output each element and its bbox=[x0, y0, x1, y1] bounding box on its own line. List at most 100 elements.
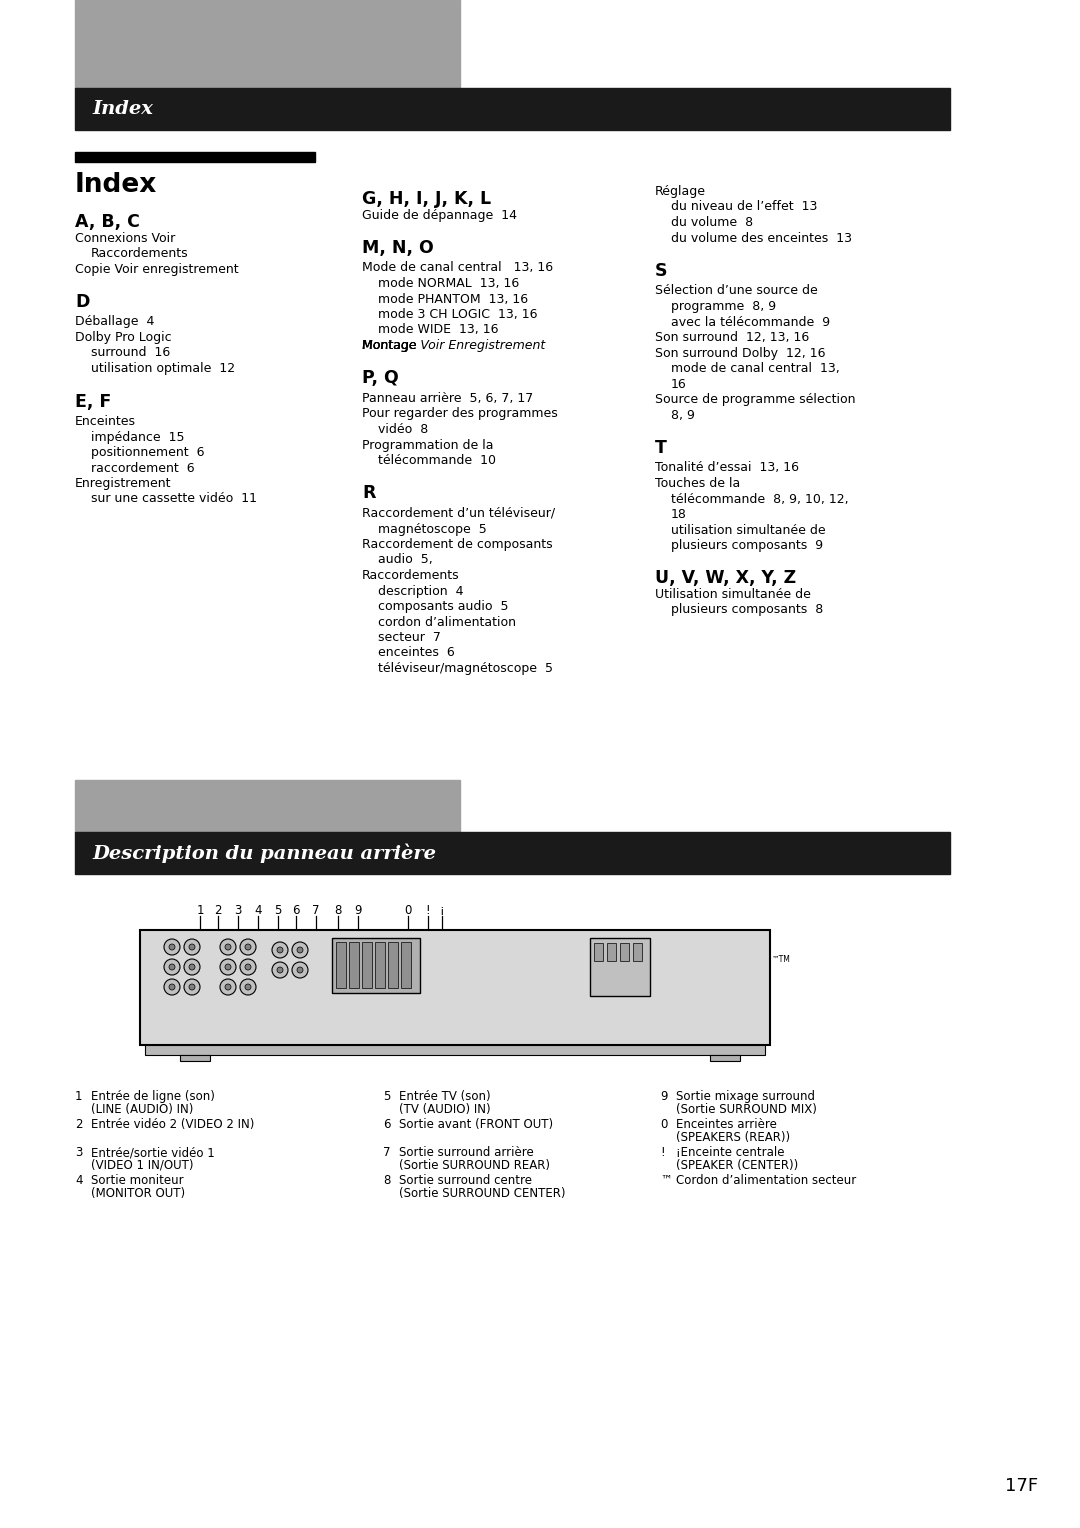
Text: 8: 8 bbox=[383, 1174, 390, 1187]
Text: 8, 9: 8, 9 bbox=[671, 408, 694, 422]
Circle shape bbox=[276, 947, 283, 953]
Text: composants audio  5: composants audio 5 bbox=[378, 601, 509, 613]
Text: plusieurs composants  8: plusieurs composants 8 bbox=[671, 604, 823, 616]
Text: 5: 5 bbox=[383, 1089, 390, 1103]
Text: Entrée TV (son): Entrée TV (son) bbox=[399, 1089, 490, 1103]
Text: Touches de la: Touches de la bbox=[654, 477, 740, 490]
Text: Tonalité d’essai  13, 16: Tonalité d’essai 13, 16 bbox=[654, 461, 799, 475]
Bar bbox=[140, 931, 770, 1045]
Text: Sortie avant (FRONT OUT): Sortie avant (FRONT OUT) bbox=[399, 1118, 553, 1131]
Circle shape bbox=[225, 984, 231, 990]
Text: (Sortie SURROUND MIX): (Sortie SURROUND MIX) bbox=[676, 1103, 816, 1115]
Text: Mode de canal central   13, 16: Mode de canal central 13, 16 bbox=[362, 261, 553, 275]
Text: raccordement  6: raccordement 6 bbox=[91, 461, 194, 475]
Bar bbox=[590, 938, 650, 996]
Text: ¡: ¡ bbox=[440, 905, 444, 917]
Text: Sortie mixage surround: Sortie mixage surround bbox=[676, 1089, 815, 1103]
Text: Raccordement d’un téléviseur/: Raccordement d’un téléviseur/ bbox=[362, 507, 555, 520]
Text: téléviseur/magnétoscope  5: téléviseur/magnétoscope 5 bbox=[378, 662, 553, 675]
Text: E, F: E, F bbox=[75, 393, 111, 411]
Circle shape bbox=[189, 944, 195, 950]
Text: Description du panneau arrière: Description du panneau arrière bbox=[92, 843, 436, 863]
Text: 9: 9 bbox=[354, 905, 362, 917]
Circle shape bbox=[220, 960, 237, 975]
Text: vidéo  8: vidéo 8 bbox=[378, 423, 429, 435]
Bar bbox=[75, 833, 950, 874]
Text: 1: 1 bbox=[197, 905, 204, 917]
Text: Copie Voir enregistrement: Copie Voir enregistrement bbox=[75, 263, 239, 275]
Text: Entrée/sortie vidéo 1: Entrée/sortie vidéo 1 bbox=[91, 1146, 215, 1160]
Text: audio  5,: audio 5, bbox=[378, 553, 433, 567]
Text: 2: 2 bbox=[214, 905, 221, 917]
Text: (Sortie SURROUND CENTER): (Sortie SURROUND CENTER) bbox=[399, 1187, 566, 1199]
Text: Montage Voir Enregistrement: Montage Voir Enregistrement bbox=[362, 339, 545, 351]
Text: Dolby Pro Logic: Dolby Pro Logic bbox=[75, 332, 172, 344]
Text: (SPEAKERS (REAR)): (SPEAKERS (REAR)) bbox=[676, 1131, 791, 1144]
Text: Enceintes arrière: Enceintes arrière bbox=[676, 1118, 777, 1131]
Circle shape bbox=[220, 979, 237, 995]
Circle shape bbox=[164, 979, 180, 995]
Text: enceintes  6: enceintes 6 bbox=[378, 646, 455, 660]
Text: du volume  8: du volume 8 bbox=[671, 215, 753, 229]
Text: mode 3 CH LOGIC  13, 16: mode 3 CH LOGIC 13, 16 bbox=[378, 309, 538, 321]
Text: Cordon d’alimentation secteur: Cordon d’alimentation secteur bbox=[676, 1174, 856, 1187]
Bar bbox=[607, 943, 616, 961]
Circle shape bbox=[220, 940, 237, 955]
Text: Sortie moniteur: Sortie moniteur bbox=[91, 1174, 184, 1187]
Text: utilisation optimale  12: utilisation optimale 12 bbox=[91, 362, 235, 374]
Text: 7: 7 bbox=[312, 905, 320, 917]
Bar bbox=[75, 0, 460, 89]
Text: 6: 6 bbox=[383, 1118, 391, 1131]
Text: 0: 0 bbox=[404, 905, 411, 917]
Text: Raccordements: Raccordements bbox=[362, 568, 460, 582]
Text: positionnement  6: positionnement 6 bbox=[91, 446, 204, 458]
Text: Utilisation simultanée de: Utilisation simultanée de bbox=[654, 588, 811, 601]
Text: (MONITOR OUT): (MONITOR OUT) bbox=[91, 1187, 185, 1199]
Text: (VIDEO 1 IN/OUT): (VIDEO 1 IN/OUT) bbox=[91, 1160, 193, 1172]
Circle shape bbox=[184, 940, 200, 955]
Text: mode WIDE  13, 16: mode WIDE 13, 16 bbox=[378, 324, 499, 336]
Text: programme  8, 9: programme 8, 9 bbox=[671, 299, 777, 313]
Text: P, Q: P, Q bbox=[362, 370, 399, 388]
Text: ™: ™ bbox=[660, 1174, 672, 1187]
Text: secteur  7: secteur 7 bbox=[378, 631, 441, 643]
Circle shape bbox=[245, 964, 251, 970]
Circle shape bbox=[245, 944, 251, 950]
Text: 9: 9 bbox=[660, 1089, 667, 1103]
Text: surround  16: surround 16 bbox=[91, 347, 171, 359]
Text: 3: 3 bbox=[75, 1146, 82, 1160]
Text: Enregistrement: Enregistrement bbox=[75, 477, 172, 490]
Circle shape bbox=[240, 960, 256, 975]
Bar bbox=[332, 938, 420, 993]
Text: T: T bbox=[654, 439, 666, 457]
Text: 0: 0 bbox=[660, 1118, 667, 1131]
Text: du niveau de l’effet  13: du niveau de l’effet 13 bbox=[671, 200, 818, 214]
Text: D: D bbox=[75, 293, 90, 312]
Text: Programmation de la: Programmation de la bbox=[362, 439, 494, 451]
Circle shape bbox=[225, 944, 231, 950]
Text: G, H, I, J, K, L: G, H, I, J, K, L bbox=[362, 189, 491, 208]
Text: avec la télécommande  9: avec la télécommande 9 bbox=[671, 315, 831, 329]
Circle shape bbox=[168, 964, 175, 970]
Circle shape bbox=[164, 960, 180, 975]
Bar bbox=[710, 1054, 740, 1060]
Text: ¡Enceinte centrale: ¡Enceinte centrale bbox=[676, 1146, 784, 1160]
Text: 8: 8 bbox=[335, 905, 341, 917]
Text: 2: 2 bbox=[75, 1118, 82, 1131]
Circle shape bbox=[164, 940, 180, 955]
Text: 1: 1 bbox=[75, 1089, 82, 1103]
Text: magnétoscope  5: magnétoscope 5 bbox=[378, 523, 487, 535]
Text: utilisation simultanée de: utilisation simultanée de bbox=[671, 524, 825, 536]
Text: Entrée de ligne (son): Entrée de ligne (son) bbox=[91, 1089, 215, 1103]
Text: plusieurs composants  9: plusieurs composants 9 bbox=[671, 539, 823, 552]
Text: mode de canal central  13,: mode de canal central 13, bbox=[671, 362, 840, 374]
Bar bbox=[401, 941, 411, 989]
Text: cordon d’alimentation: cordon d’alimentation bbox=[378, 616, 516, 628]
Bar bbox=[362, 941, 372, 989]
Circle shape bbox=[272, 941, 288, 958]
Text: 4: 4 bbox=[254, 905, 261, 917]
Text: S: S bbox=[654, 261, 667, 280]
Text: Réglage: Réglage bbox=[654, 185, 706, 199]
Bar bbox=[75, 779, 460, 833]
Text: U, V, W, X, Y, Z: U, V, W, X, Y, Z bbox=[654, 570, 796, 587]
